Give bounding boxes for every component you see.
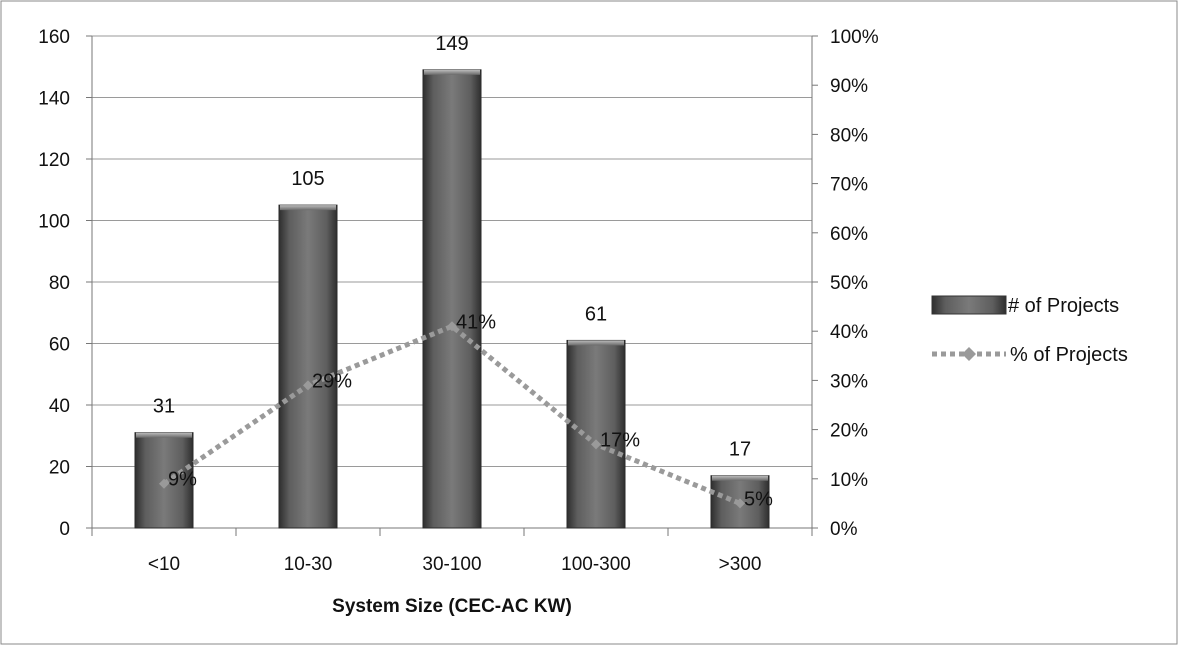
line-series	[159, 321, 745, 509]
bar-data-label: 61	[585, 303, 607, 325]
percent-marker	[303, 380, 313, 391]
percent-marker	[159, 478, 169, 489]
y-axis-tick-label: 80	[49, 273, 70, 294]
x-axis-tick-label: 30-100	[422, 554, 481, 575]
y2-axis-tick-label: 60%	[830, 224, 868, 245]
x-axis-tick-label: <10	[148, 554, 180, 575]
y2-axis-tick-label: 50%	[830, 273, 868, 294]
y-axis-tick-label: 160	[38, 27, 70, 48]
percent-marker	[447, 321, 457, 332]
y2-axis-tick-label: 20%	[830, 421, 868, 442]
x-axis-tick-label: 100-300	[561, 554, 631, 575]
y-axis-tick-label: 120	[38, 150, 70, 171]
y-axis-tick-label: 60	[49, 335, 70, 356]
y2-axis-tick-label: 90%	[830, 76, 868, 97]
bar-cap	[280, 205, 336, 211]
y-axis-tick-label: 140	[38, 89, 70, 110]
line-data-label: 5%	[744, 488, 773, 510]
bar-series	[134, 69, 770, 529]
line-data-label: 41%	[456, 311, 496, 333]
bar-data-label: 149	[435, 33, 468, 55]
y2-axis-tick-label: 40%	[830, 322, 868, 343]
bar-data-label: 17	[729, 439, 751, 461]
x-axis-title: System Size (CEC-AC KW)	[332, 596, 572, 617]
bar-cap	[424, 69, 480, 75]
y2-axis-tick-label: 0%	[830, 519, 858, 540]
legend-label-line: % of Projects	[1010, 344, 1128, 366]
y-axis-tick-label: 0	[59, 519, 70, 540]
y-axis-tick-label: 20	[49, 458, 70, 479]
bar	[566, 339, 626, 529]
x-axis-tick-label: >300	[719, 554, 762, 575]
legend-swatch-bars	[931, 295, 1007, 315]
y2-axis-tick-label: 100%	[830, 27, 879, 48]
percent-marker	[735, 498, 745, 509]
y-axis-tick-label: 100	[38, 212, 70, 233]
y2-axis-tick-label: 80%	[830, 125, 868, 146]
line-data-label: 29%	[312, 370, 352, 392]
bar	[422, 69, 482, 529]
bar	[278, 204, 338, 529]
bar-cap	[136, 432, 192, 438]
legend-label-bars: # of Projects	[1008, 295, 1119, 317]
percent-line	[162, 323, 741, 506]
line-data-label: 17%	[600, 429, 640, 451]
y2-axis-tick-label: 70%	[830, 175, 868, 196]
percent-marker	[591, 439, 601, 450]
y2-axis-tick-label: 10%	[830, 470, 868, 491]
y2-axis-tick-label: 30%	[830, 371, 868, 392]
data-labels: 31 105 149 61 17 9% 29% 41% 17% 5%	[153, 33, 773, 511]
y-axis-tick-label: 40	[49, 396, 70, 417]
bar-data-label: 31	[153, 396, 175, 418]
x-axis-tick-label: 10-30	[284, 554, 333, 575]
axes: 0 20 40 60 80 100 120 140 160 0% 10% 20% 30% 40% 50% 60…	[38, 27, 878, 575]
gridlines	[92, 35, 812, 467]
line-data-label: 9%	[168, 469, 197, 491]
bar-data-label: 105	[291, 168, 324, 190]
legend: # of Projects % of Projects	[931, 295, 1128, 366]
legend-marker-diamond	[962, 347, 976, 361]
bar-cap	[568, 340, 624, 346]
bar-cap	[712, 475, 768, 481]
